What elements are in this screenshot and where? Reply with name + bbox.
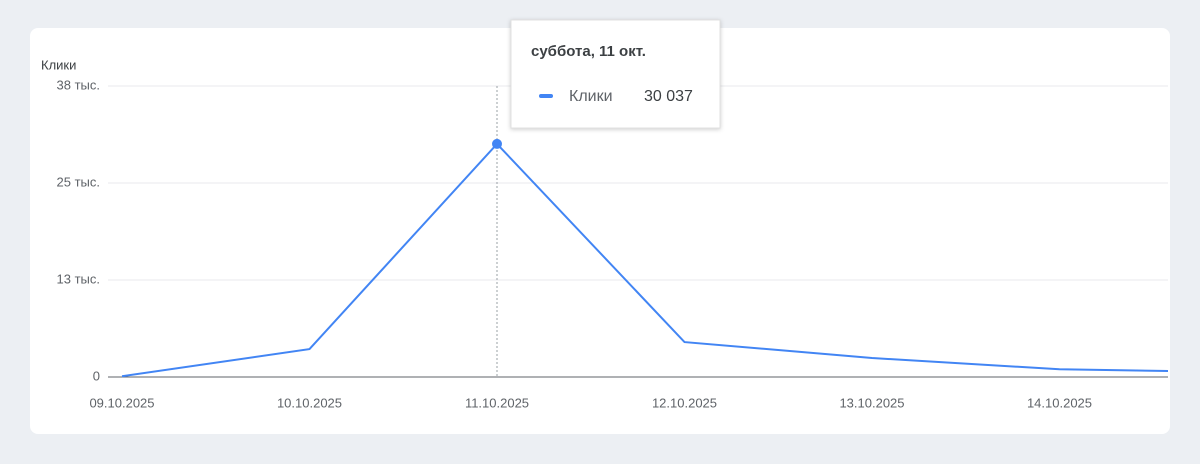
y-tick-label: 38 тыс. — [57, 77, 100, 92]
line — [121, 142, 1168, 378]
y-tick-label: 0 — [93, 368, 100, 383]
x-tick-label: 10.10.2025 — [277, 395, 342, 410]
x-tick-label: 13.10.2025 — [839, 395, 904, 410]
y-tick-label: 25 тыс. — [57, 174, 100, 189]
y-tick-label: 13 тыс. — [57, 271, 100, 286]
x-tick-label: 09.10.2025 — [89, 395, 154, 410]
y-axis-label: Клики — [41, 57, 76, 72]
x-tick-label: 11.10.2025 — [465, 395, 529, 410]
x-tick-label: 12.10.2025 — [652, 395, 717, 410]
tooltip-title: суббота, 11 окт. — [531, 43, 646, 60]
x-tick-label: 14.10.2025 — [1027, 395, 1092, 410]
tooltip-swatch — [539, 94, 553, 98]
card — [30, 28, 1170, 434]
tooltip-series: Клики — [569, 88, 613, 105]
tooltip-box — [510, 19, 721, 129]
tooltip: суббота, 11 окт. Клики 30 037 — [510, 19, 721, 129]
point — [492, 138, 502, 149]
tooltip-value: 30 037 — [644, 88, 693, 105]
